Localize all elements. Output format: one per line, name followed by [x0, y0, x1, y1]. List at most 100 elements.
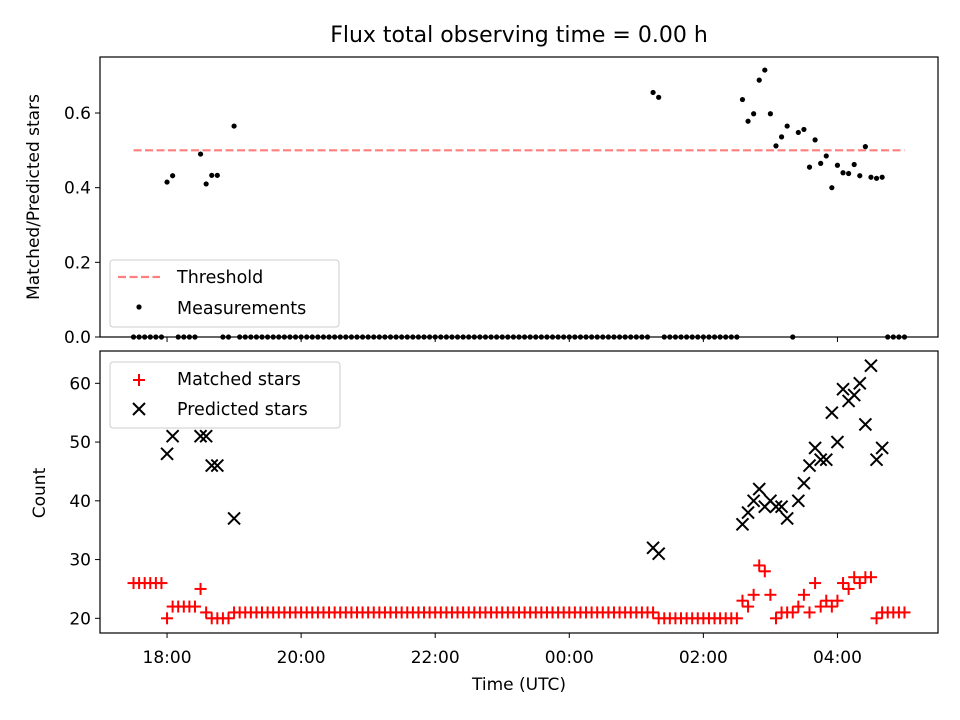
x-axis-label: Time (UTC): [471, 675, 566, 695]
x-tick-label: 18:00: [143, 648, 192, 668]
x-tick-label: 00:00: [545, 648, 594, 668]
predicted-stars-point: [752, 482, 766, 496]
count-y-tick-label: 40: [69, 492, 91, 512]
measurement-point: [868, 174, 874, 180]
measurement-point: [823, 153, 829, 159]
matched-stars-point: [742, 600, 755, 613]
ratio-y-tick-label: 0.4: [64, 179, 91, 199]
measurement-point: [879, 174, 885, 180]
measurement-point: [818, 160, 824, 166]
measurement-point: [214, 172, 220, 178]
count-y-tick-label: 30: [69, 551, 91, 571]
matched-stars-point: [831, 594, 844, 607]
matched-stars-point: [864, 571, 877, 584]
matched-stars-point: [769, 612, 782, 625]
predicted-stars-point: [802, 458, 817, 473]
measurement-point: [756, 77, 762, 83]
measurement-point: [650, 89, 656, 96]
measurement-point: [197, 151, 204, 157]
predicted-stars-point: [864, 358, 878, 373]
x-tick-label: 02:00: [679, 648, 728, 668]
x-tick-label: 04:00: [813, 648, 862, 668]
predicted-stars-point: [735, 517, 750, 532]
predicted-stars-point: [199, 429, 213, 443]
matched-stars-point: [870, 612, 883, 625]
predicted-stars-point: [165, 429, 180, 443]
measurement-point: [873, 175, 880, 181]
threshold-legend-label: Threshold: [176, 268, 263, 288]
matched-stars-point: [753, 559, 766, 572]
matched-stars-point: [188, 600, 201, 613]
matched-stars-point: [194, 582, 207, 595]
count-panel-legend: Matched stars Predicted stars: [109, 361, 341, 429]
measurement-point: [829, 185, 835, 191]
ratio-panel-y-axis-label: Matched/Predicted stars: [24, 94, 44, 300]
ratio-y-tick-label: 0.2: [64, 253, 91, 273]
x-tick-label: 22:00: [411, 648, 460, 668]
ratio-panel-frame: [99, 56, 939, 338]
matched-stars-point: [747, 588, 760, 601]
matched-stars-point: [814, 600, 827, 613]
predicted-stars-point: [791, 494, 806, 508]
predicted-stars-point: [853, 376, 867, 391]
count-y-tick-label: 60: [69, 374, 91, 394]
predicted-stars-point: [813, 452, 828, 467]
measurement-point: [203, 181, 209, 187]
predicted-stars-point: [858, 417, 873, 432]
measurement-point: [857, 173, 863, 179]
count-panel-frame: [99, 350, 939, 634]
matched-stars-point: [647, 606, 660, 619]
predicted-stars-point: [769, 499, 783, 514]
predicted-stars-point: [651, 546, 666, 561]
measurement-point: [164, 179, 170, 185]
matched-stars-point: [222, 612, 235, 625]
matched-stars-legend-label: Matched stars: [177, 370, 301, 390]
matched-stars-point: [200, 606, 213, 619]
matched-stars-point: [825, 600, 838, 613]
matched-stars-legend-swatch: [133, 374, 145, 386]
measurement-point: [767, 111, 774, 117]
measurement-point: [851, 161, 857, 168]
predicted-stars-point: [160, 447, 174, 461]
predicted-stars-point: [741, 505, 755, 520]
predicted-stars-legend-label: Predicted stars: [177, 400, 308, 420]
measurement-point: [656, 94, 662, 100]
measurement-point: [795, 129, 801, 136]
measurement-point: [773, 143, 779, 149]
predicted-stars-point: [836, 382, 850, 396]
matched-stars-point: [786, 606, 799, 619]
matched-stars-point: [155, 577, 168, 590]
measurement-point: [231, 123, 237, 129]
measurements-legend-swatch: [136, 304, 142, 310]
predicted-stars-point: [227, 511, 241, 526]
measurement-point: [846, 170, 852, 177]
ratio-panel: 0.0 0.2 0.4 0.6 Matched/Predicted stars Thr…: [24, 56, 939, 348]
matched-stars-point: [898, 606, 911, 619]
x-tick-label: 20:00: [277, 648, 326, 668]
predicted-stars-point: [193, 429, 208, 443]
measurement-point: [762, 67, 768, 73]
ratio-y-tick-label: 0.6: [64, 104, 91, 124]
matched-stars-point: [803, 606, 816, 619]
count-y-tick-label: 20: [69, 609, 91, 629]
matched-stars-point: [758, 565, 771, 578]
measurement-point: [806, 164, 813, 170]
measurement-point: [170, 173, 176, 179]
count-panel-y-axis-label: Count: [30, 467, 50, 518]
measurement-point: [862, 144, 868, 150]
measurement-point: [840, 170, 846, 176]
ratio-y-tick-label: 0.0: [64, 328, 91, 348]
measurement-point: [745, 118, 751, 124]
measurement-point: [812, 137, 818, 143]
measurement-point: [778, 134, 785, 140]
matched-stars-point: [764, 588, 777, 601]
predicted-stars-legend-swatch: [132, 402, 146, 416]
matched-stars-point: [837, 577, 850, 590]
count-y-tick-label: 50: [69, 433, 91, 453]
measurement-point: [801, 126, 807, 133]
matched-stars-point: [736, 594, 749, 607]
measurement-point: [209, 172, 215, 178]
predicted-stars-point: [869, 452, 884, 467]
predicted-stars-point: [875, 441, 889, 455]
